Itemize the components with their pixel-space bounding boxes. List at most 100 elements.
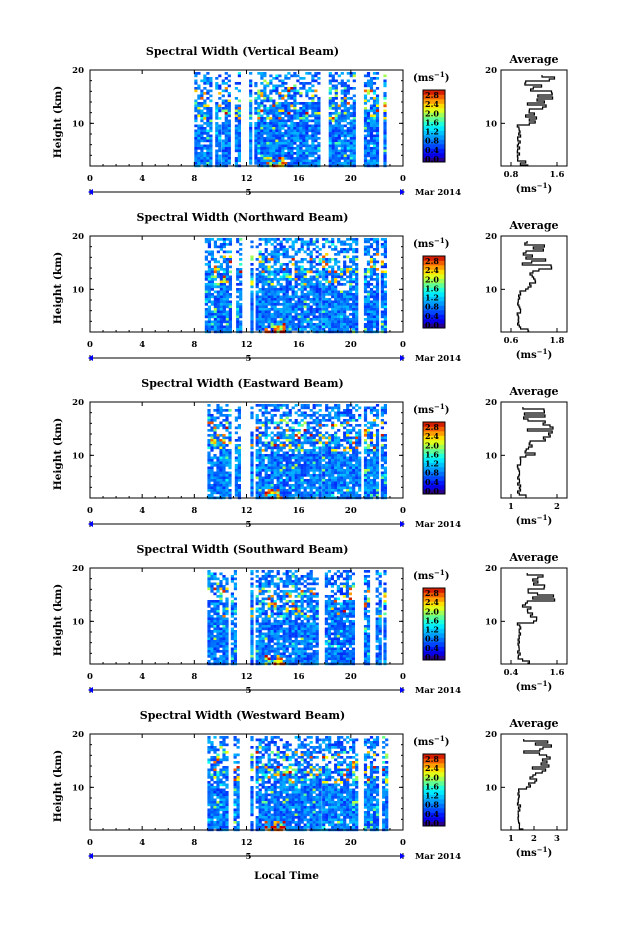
heatmap-cell <box>239 270 243 274</box>
heatmap-cell <box>207 454 211 457</box>
heatmap-cell <box>366 260 371 264</box>
heatmap-cell <box>225 484 229 487</box>
heatmap-cell <box>346 129 350 133</box>
heatmap-cell <box>278 137 282 140</box>
heatmap-cell <box>352 476 356 480</box>
heatmap-cell <box>273 486 277 490</box>
heatmap-cell <box>239 268 243 271</box>
heatmap-cell <box>222 275 226 279</box>
heatmap-cell <box>300 459 304 462</box>
heatmap-cell <box>254 107 258 110</box>
heatmap-cell <box>314 94 318 98</box>
heatmap-cell <box>337 134 341 138</box>
heatmap-cell <box>221 107 225 110</box>
heatmap-cell <box>236 268 240 271</box>
heatmap-cell <box>303 421 307 425</box>
heatmap-cell <box>291 489 295 492</box>
heatmap-cell <box>363 154 368 158</box>
heatmap-cell <box>207 285 211 289</box>
heatmap-cell <box>380 446 384 450</box>
heatmap-cell <box>300 464 304 467</box>
heatmap-cell <box>285 303 289 306</box>
heatmap-cell <box>297 260 301 264</box>
heatmap-cell <box>239 283 243 286</box>
heatmap-cell <box>328 449 332 452</box>
heatmap-cell <box>278 147 282 150</box>
heatmap-cell <box>383 451 387 455</box>
heatmap-cell <box>380 414 384 417</box>
heatmap-cell <box>203 162 207 165</box>
heatmap-cell <box>299 144 303 148</box>
heatmap-cell <box>275 114 279 118</box>
heatmap-cell <box>281 104 285 108</box>
heatmap-cell <box>340 298 344 301</box>
heatmap-cell <box>293 159 297 163</box>
heatmap-cell <box>228 278 232 281</box>
heatmap-cell <box>315 459 319 462</box>
heatmap-cell <box>331 102 335 105</box>
heatmap-cell <box>337 132 341 135</box>
heatmap-cell <box>349 456 353 460</box>
heatmap-cell <box>291 288 295 291</box>
heatmap-cell <box>239 275 243 279</box>
heatmap-cell <box>261 424 265 427</box>
heatmap-cell <box>249 89 253 93</box>
heatmap-cell <box>355 434 359 437</box>
heatmap-cell <box>337 117 341 120</box>
heatmap-cell <box>287 77 291 80</box>
heatmap-cell <box>249 112 253 115</box>
colorbar-tick-label: 2.0 <box>425 440 439 450</box>
heatmap-cell <box>207 238 211 241</box>
heatmap-cell <box>227 142 231 145</box>
heatmap-cell <box>375 87 380 90</box>
heatmap-cell <box>340 127 344 130</box>
heatmap-cell <box>222 476 226 480</box>
date-bar-marker-right <box>400 189 405 195</box>
average-title: Average <box>508 219 558 232</box>
heatmap-cell <box>363 107 368 110</box>
heatmap-cell <box>275 149 279 153</box>
heatmap-cell <box>234 82 238 85</box>
heatmap-cell <box>325 431 329 435</box>
heatmap-cell <box>297 318 301 321</box>
heatmap-cell <box>331 479 335 482</box>
heatmap-cell <box>334 278 338 281</box>
heatmap-cell <box>372 144 377 148</box>
heatmap-cell <box>221 102 225 105</box>
heatmap-cell <box>237 109 241 113</box>
heatmap-cell <box>254 147 258 150</box>
heatmap-cell <box>375 77 380 80</box>
colorbar-swatch <box>423 422 445 427</box>
heatmap-cell <box>267 419 271 422</box>
heatmap-cell <box>375 489 380 492</box>
heatmap-cell <box>215 112 219 115</box>
heatmap-cell <box>294 481 298 485</box>
heatmap-cell <box>303 305 307 309</box>
heatmap-cell <box>317 77 321 80</box>
heatmap-cell <box>276 268 280 271</box>
heatmap-cell <box>383 273 387 276</box>
heatmap-cell <box>194 159 198 163</box>
heatmap-cell <box>258 426 262 430</box>
heatmap-cell <box>383 84 387 88</box>
heatmap-cell <box>273 439 277 442</box>
heatmap-cell <box>219 243 223 246</box>
heatmap-cell <box>290 97 294 100</box>
heatmap-cell <box>346 79 350 83</box>
heatmap-cell <box>340 278 344 281</box>
colorbar-swatch <box>423 274 445 279</box>
heatmap-cell <box>250 325 254 329</box>
heatmap-cell <box>349 273 353 276</box>
heatmap-cell <box>312 446 316 450</box>
heatmap-cell <box>337 466 341 470</box>
heatmap-cell <box>372 270 377 274</box>
heatmap-cell <box>219 263 223 266</box>
heatmap-cell <box>288 310 292 314</box>
heatmap-cell <box>222 305 226 309</box>
heatmap-cell <box>258 243 262 246</box>
heatmap-cell <box>383 459 387 462</box>
heatmap-cell <box>267 253 271 256</box>
heatmap-cell <box>213 308 217 311</box>
heatmap-cell <box>343 129 347 133</box>
heatmap-cell <box>227 154 231 158</box>
